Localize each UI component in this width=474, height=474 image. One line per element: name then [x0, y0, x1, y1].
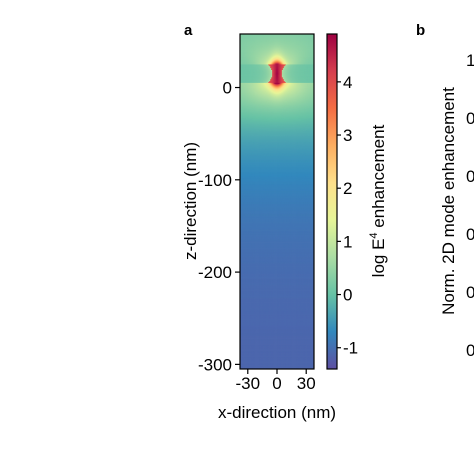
- panel-b-y-tick-label: 0: [466, 109, 474, 128]
- panel-label-b: b: [416, 22, 425, 39]
- colorbar-tick-label: 1: [343, 232, 352, 251]
- colorbar-tick-label: 0: [343, 286, 352, 305]
- colorbar-label: log E4 enhancement: [368, 124, 388, 277]
- y-tick-label: -300: [198, 355, 232, 374]
- colorbar-tick-label: -1: [343, 339, 358, 358]
- panel-b-y-tick-label: 1: [466, 51, 474, 70]
- panel-b-y-axis: 1 0 0 0 0 0: [466, 51, 474, 360]
- panel-b-y-tick-label: 0: [466, 225, 474, 244]
- panel-label-a: a: [184, 22, 193, 39]
- y-axis-title: z-direction (nm): [181, 142, 200, 260]
- x-axis-title: x-direction (nm): [218, 403, 336, 422]
- colorbar: [327, 34, 337, 369]
- x-tick-label: 30: [297, 374, 316, 393]
- panel-b-y-tick-label: 0: [466, 283, 474, 302]
- colorbar-axis: 4 3 2 1 0 -1: [337, 73, 358, 358]
- x-tick-label: 0: [272, 374, 281, 393]
- panel-b-y-tick-label: 0: [466, 167, 474, 186]
- colorbar-tick-label: 3: [343, 126, 352, 145]
- colorbar-tick-label: 4: [343, 73, 352, 92]
- field-map: [240, 34, 314, 369]
- colorbar-tick-label: 2: [343, 179, 352, 198]
- y-tick-label: 0: [223, 79, 232, 98]
- panel-b-y-tick-label: 0: [466, 341, 474, 360]
- panel-b-y-axis-title: Norm. 2D mode enhancement: [439, 87, 458, 315]
- y-tick-label: -200: [198, 263, 232, 282]
- y-tick-label: -100: [198, 171, 232, 190]
- x-tick-label: -30: [236, 374, 261, 393]
